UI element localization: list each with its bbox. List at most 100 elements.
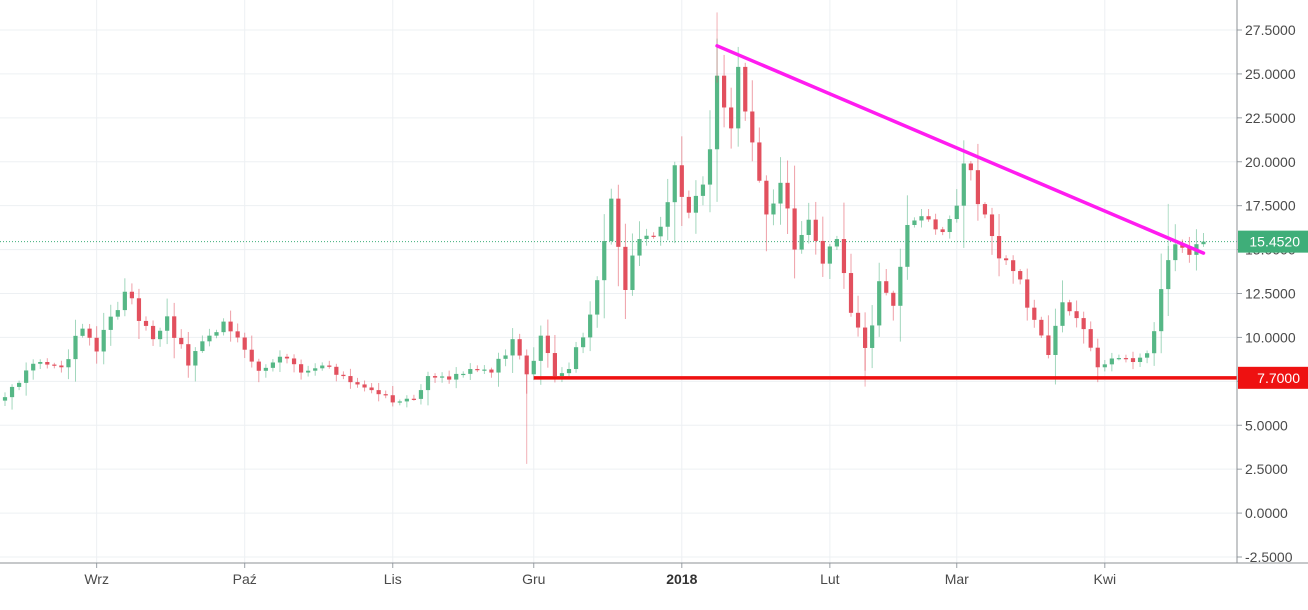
candle-body — [743, 66, 748, 112]
candle-body — [651, 235, 656, 237]
candle-body — [1039, 319, 1044, 336]
candle-body — [1088, 329, 1093, 348]
y-tick-label: 17.5000 — [1245, 198, 1296, 214]
candle-body — [24, 370, 29, 383]
candle-body — [827, 246, 832, 264]
candle-body — [397, 401, 402, 403]
candle-body — [193, 351, 198, 366]
candle-body — [461, 373, 466, 376]
candle-body — [376, 390, 381, 395]
candle-body — [45, 362, 50, 365]
candle-body — [771, 203, 776, 215]
candle-body — [1067, 302, 1072, 312]
candle-body — [1166, 260, 1171, 290]
candle-body — [1159, 289, 1164, 332]
candle-body — [602, 240, 607, 281]
candle-body — [806, 219, 811, 235]
candle-body — [841, 239, 847, 274]
candle-body — [877, 281, 882, 326]
candle-body — [566, 369, 572, 374]
candle-body — [299, 364, 304, 373]
candle-body — [66, 359, 71, 368]
candle-body — [1123, 358, 1129, 360]
candle-body — [961, 163, 966, 206]
candle-body — [404, 398, 409, 402]
candle-body — [52, 364, 57, 366]
candle-body — [306, 370, 311, 373]
candle-body — [1109, 358, 1114, 365]
candle-body — [891, 292, 896, 306]
candle-body — [1011, 260, 1016, 272]
candle-body — [531, 360, 536, 375]
x-tick-label: Paź — [233, 571, 257, 587]
candle-body — [989, 214, 995, 237]
candle-body — [658, 226, 663, 237]
candle-body — [714, 75, 720, 150]
candle-body — [700, 184, 706, 196]
candle-body — [454, 373, 459, 380]
candle-body — [870, 325, 875, 348]
candle-body — [665, 202, 670, 227]
candle-body — [249, 349, 254, 362]
candle-body — [94, 337, 99, 352]
candle-body — [764, 180, 769, 215]
candle-body — [447, 376, 452, 380]
candle-body — [129, 291, 134, 299]
candle-body — [581, 337, 586, 348]
candle-body — [313, 368, 318, 371]
candle-body — [573, 347, 579, 370]
y-tick-label: 2.5000 — [1245, 461, 1288, 477]
candle-body — [80, 328, 85, 336]
labels-layer: 27.500025.000022.500020.000017.500015.00… — [84, 22, 1308, 587]
y-tick-label: 12.5000 — [1245, 286, 1296, 302]
x-tick-label: Kwi — [1094, 571, 1117, 587]
y-tick-label: 27.5000 — [1245, 22, 1296, 38]
candle-body — [108, 316, 113, 330]
candle-body — [334, 366, 339, 375]
candle-body — [1116, 358, 1121, 360]
candle-body — [1074, 311, 1079, 319]
candle-body — [672, 165, 677, 203]
candle-body — [136, 298, 142, 321]
candle-body — [848, 273, 854, 313]
candle-body — [1004, 258, 1009, 261]
last-price-badge-bg — [1238, 230, 1308, 253]
candle-body — [933, 219, 938, 230]
candle-body — [390, 395, 395, 403]
candle-body — [919, 216, 924, 221]
candle-body — [778, 182, 783, 204]
candle-body — [2, 397, 8, 401]
candle-body — [1060, 302, 1065, 326]
candle-body — [538, 335, 543, 361]
candle-body — [1173, 244, 1178, 261]
candle-body — [510, 339, 515, 356]
candle-body — [327, 365, 332, 367]
candle-body — [425, 376, 431, 391]
candle-body — [489, 369, 494, 373]
candle-body — [785, 182, 790, 209]
candle-body — [348, 376, 353, 383]
candle-body — [1180, 244, 1185, 248]
candle-body — [362, 384, 367, 388]
candle-body — [729, 107, 734, 129]
last-price-badge: 15.4520 — [1249, 234, 1300, 250]
candle-body — [693, 195, 698, 213]
candle-body — [552, 353, 557, 377]
candle-body — [418, 390, 424, 399]
candle-body — [588, 314, 593, 338]
candle-body — [1137, 357, 1143, 363]
support-price-badge: 7.7000 — [1257, 370, 1300, 386]
candles-layer — [2, 12, 1206, 464]
candle-body — [1095, 347, 1100, 368]
candle-body — [820, 240, 825, 264]
candle-body — [432, 376, 438, 378]
candle-body — [926, 216, 931, 220]
candle-body — [214, 332, 219, 336]
candle-body — [982, 204, 988, 215]
candle-body — [87, 328, 92, 338]
candle-body — [235, 331, 240, 338]
y-tick-label: -2.5000 — [1245, 549, 1293, 565]
candle-body — [679, 165, 684, 197]
candle-body — [813, 219, 818, 241]
